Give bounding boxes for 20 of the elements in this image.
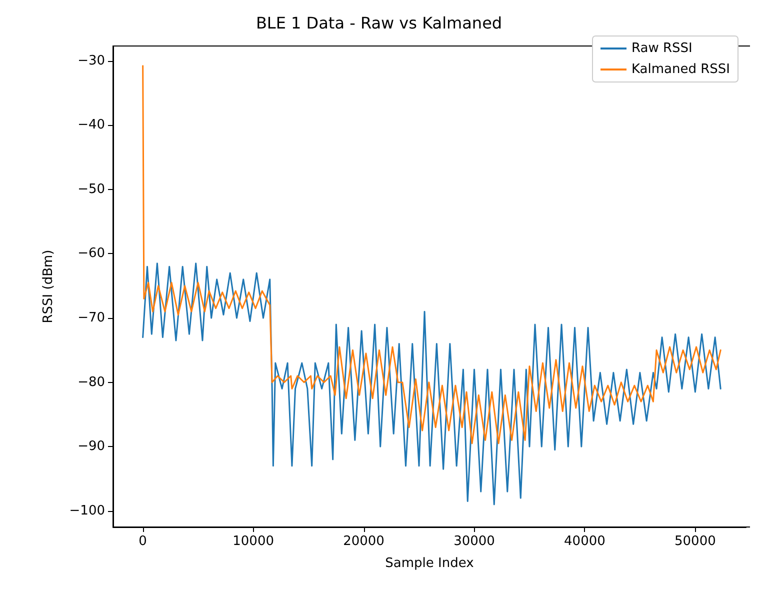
y-tick-label: −80: [78, 374, 105, 390]
x-tick-label: 20000: [343, 534, 384, 549]
y-tick-label: −100: [69, 503, 105, 518]
chart-title: BLE 1 Data - Raw vs Kalmaned: [256, 14, 502, 32]
y-tick-label: −30: [78, 53, 105, 68]
x-tick-label: 30000: [454, 534, 495, 549]
y-tick-label: −60: [78, 246, 105, 262]
legend-label: Kalmaned RSSI: [632, 62, 730, 77]
legend-label: Raw RSSI: [632, 41, 692, 56]
y-tick-label: −40: [78, 118, 105, 133]
x-tick-label: 0: [138, 534, 147, 549]
y-axis-title: RSSI (dBm): [41, 250, 56, 324]
line-series: [142, 262, 722, 506]
x-tick-label: 10000: [232, 534, 274, 549]
y-tick-label: −50: [78, 182, 105, 197]
x-tick-label: 40000: [564, 534, 606, 549]
x-axis-title: Sample Index: [385, 556, 474, 571]
y-tick-label: −70: [78, 310, 105, 326]
x-tick-label: 50000: [674, 534, 716, 549]
y-tick-label: −90: [78, 439, 105, 454]
